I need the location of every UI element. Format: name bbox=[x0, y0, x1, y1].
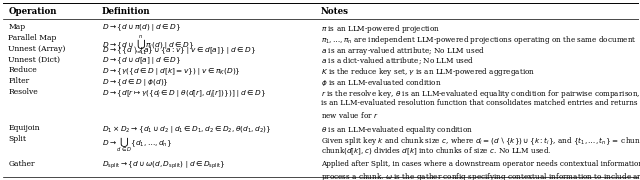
Text: Split: Split bbox=[8, 135, 26, 143]
Text: $D \rightarrow \{\gamma(\{d \in D \mid d[k] = v\}) \mid v \in \pi_K(D)\}$: $D \rightarrow \{\gamma(\{d \in D \mid d… bbox=[102, 66, 241, 77]
Text: Map: Map bbox=[8, 23, 26, 31]
Text: $r$ is the resolve key, $\theta$ is an LLM-evaluated equality condition for pair: $r$ is the resolve key, $\theta$ is an L… bbox=[321, 88, 640, 100]
Text: Unnest (Dict): Unnest (Dict) bbox=[8, 55, 60, 64]
Text: Unnest (Array): Unnest (Array) bbox=[8, 45, 66, 53]
Text: new value for $r$: new value for $r$ bbox=[321, 110, 379, 120]
Text: is an LLM-evaluated resolution function that consolidates matched entries and re: is an LLM-evaluated resolution function … bbox=[321, 99, 640, 107]
Text: $D \rightarrow \{\{d \setminus \{a\} \cup \{a : v\} \mid v \in d[a]\} \mid d \in: $D \rightarrow \{\{d \setminus \{a\} \cu… bbox=[102, 45, 256, 56]
Text: $D \rightarrow \{d \cup d[a] \mid d \in D\}$: $D \rightarrow \{d \cup d[a] \mid d \in … bbox=[102, 55, 181, 66]
Text: Filter: Filter bbox=[8, 77, 29, 85]
Text: $\pi$ is an LLM-powered projection: $\pi$ is an LLM-powered projection bbox=[321, 23, 440, 35]
Text: $\phi$ is an LLM-evaluated condition: $\phi$ is an LLM-evaluated condition bbox=[321, 77, 442, 88]
Text: $D \rightarrow \{d \in D \mid \phi(d)\}$: $D \rightarrow \{d \in D \mid \phi(d)\}$ bbox=[102, 77, 168, 88]
Text: Notes: Notes bbox=[321, 7, 349, 16]
Text: Resolve: Resolve bbox=[8, 88, 38, 96]
Text: $D_1 \times D_2 \rightarrow \{d_1 \cup d_2 \mid d_1 \in D_1, d_2 \in D_2, \theta: $D_1 \times D_2 \rightarrow \{d_1 \cup d… bbox=[102, 124, 271, 135]
Text: Given split key $k$ and chunk size $c$, where $d_i = (d \setminus \{k\}) \cup \{: Given split key $k$ and chunk size $c$, … bbox=[321, 135, 640, 147]
Text: $D \rightarrow \{d \cup \bigcup_{i=1}^{n} \pi_i(d) \mid d \in D\}$: $D \rightarrow \{d \cup \bigcup_{i=1}^{n… bbox=[102, 34, 194, 57]
Text: $K$ is the reduce key set, $\gamma$ is an LLM-powered aggregation: $K$ is the reduce key set, $\gamma$ is a… bbox=[321, 66, 535, 78]
Text: Applied after Split, in cases where a downstream operator needs contextual infor: Applied after Split, in cases where a do… bbox=[321, 160, 640, 168]
Text: $D \rightarrow \{d \cup \pi(d) \mid d \in D\}$: $D \rightarrow \{d \cup \pi(d) \mid d \i… bbox=[102, 23, 181, 33]
Text: $a$ is a dict-valued attribute; No LLM used: $a$ is a dict-valued attribute; No LLM u… bbox=[321, 55, 474, 66]
Text: chunk$(d[k], c)$ divides $d[k]$ into chunks of size $c$. No LLM used.: chunk$(d[k], c)$ divides $d[k]$ into chu… bbox=[321, 146, 552, 157]
Text: Parallel Map: Parallel Map bbox=[8, 34, 57, 42]
Text: Reduce: Reduce bbox=[8, 66, 37, 75]
Text: Definition: Definition bbox=[102, 7, 150, 16]
Text: $D_{\mathrm{split}} \rightarrow \{d \cup \omega(d, D_{\mathrm{split}}) \mid d \i: $D_{\mathrm{split}} \rightarrow \{d \cup… bbox=[102, 160, 225, 171]
Text: Gather: Gather bbox=[8, 160, 35, 168]
Text: $D \rightarrow \{d[r \mapsto \gamma(\{d_j \in D \mid \theta(d[r], d_j[r])\})] \m: $D \rightarrow \{d[r \mapsto \gamma(\{d_… bbox=[102, 88, 266, 100]
Text: process a chunk. $\omega$ is the gather config specifying contextual information: process a chunk. $\omega$ is the gather … bbox=[321, 171, 640, 180]
Text: $\pi_1, \ldots, \pi_n$ are independent LLM-powered projections operating on the : $\pi_1, \ldots, \pi_n$ are independent L… bbox=[321, 34, 637, 46]
Text: $\theta$ is an LLM-evaluated equality condition: $\theta$ is an LLM-evaluated equality co… bbox=[321, 124, 473, 136]
Text: $a$ is an array-valued attribute; No LLM used: $a$ is an array-valued attribute; No LLM… bbox=[321, 45, 484, 57]
Text: Operation: Operation bbox=[8, 7, 57, 16]
Text: Equijoin: Equijoin bbox=[8, 124, 40, 132]
Text: $D \rightarrow \bigcup_{d \in D}\{d_1, \ldots, d_n\}$: $D \rightarrow \bigcup_{d \in D}\{d_1, \… bbox=[102, 135, 172, 154]
